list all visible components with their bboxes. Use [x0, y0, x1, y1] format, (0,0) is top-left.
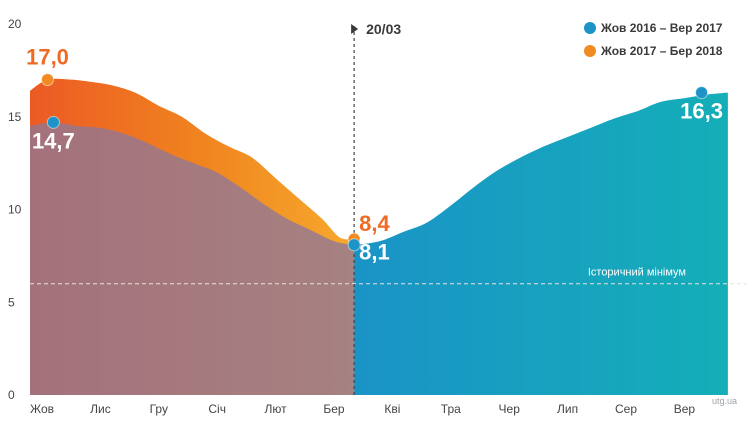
point-label-4: 16,3: [680, 99, 723, 124]
y-tick-10: 10: [8, 203, 22, 217]
x-tick-10: Сер: [615, 402, 637, 416]
y-tick-5: 5: [8, 295, 15, 309]
legend-marker-series-1: [584, 22, 596, 34]
legend: Жов 2016 – Вер 2017 Жов 2017 – Бер 2018: [584, 21, 723, 58]
legend-label-series-1: Жов 2016 – Вер 2017: [600, 21, 723, 35]
point-label-0: 17,0: [26, 45, 69, 70]
source-credit: utg.ua: [712, 396, 737, 406]
x-tick-9: Лип: [557, 402, 578, 416]
date-marker-arrow: [351, 24, 359, 34]
x-tick-6: Кві: [384, 402, 400, 416]
point-marker-1: [46, 115, 60, 129]
x-tick-2: Гру: [150, 402, 168, 416]
date-marker-label: 20/03: [366, 21, 401, 37]
point-marker-3: [347, 238, 361, 252]
legend-marker-series-2: [584, 45, 596, 57]
point-label-2: 8,4: [359, 211, 390, 236]
point-marker-4: [695, 86, 709, 100]
historical-minimum-label: Історичний мінімум: [588, 267, 686, 279]
x-tick-7: Тра: [441, 402, 461, 416]
x-tick-4: Лют: [265, 402, 288, 416]
x-tick-0: Жов: [30, 402, 54, 416]
x-tick-5: Бер: [323, 402, 345, 416]
y-tick-20: 20: [8, 17, 22, 31]
x-tick-11: Вер: [674, 402, 696, 416]
x-tick-3: Січ: [208, 402, 226, 416]
y-tick-0: 0: [8, 388, 15, 402]
legend-label-series-2: Жов 2017 – Бер 2018: [600, 44, 723, 58]
point-label-3: 8,1: [359, 240, 390, 265]
point-marker-0: [41, 73, 55, 87]
point-label-1: 14,7: [32, 128, 75, 153]
y-tick-15: 15: [8, 110, 22, 124]
area-series-overlap: [30, 122, 355, 395]
x-tick-8: Чер: [499, 402, 521, 416]
x-tick-1: Лис: [90, 402, 111, 416]
